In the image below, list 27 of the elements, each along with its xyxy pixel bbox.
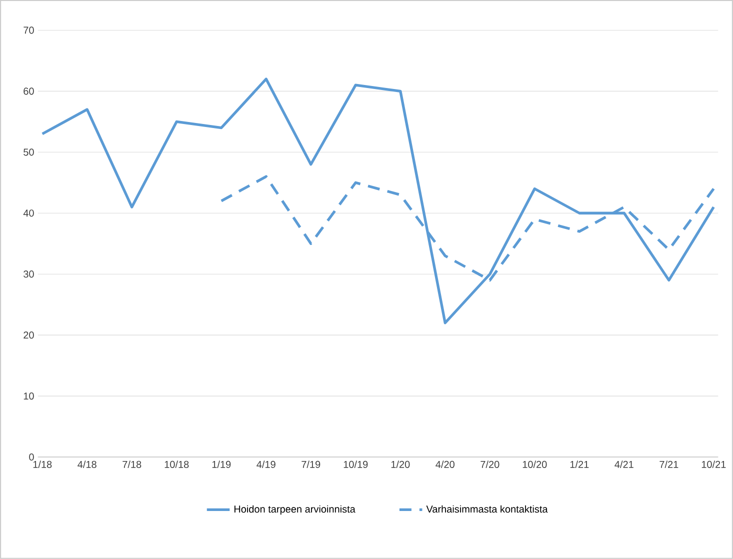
y-tick-label: 10 <box>24 392 34 400</box>
x-tick-label: 4/20 <box>436 460 454 468</box>
x-tick-label: 10/18 <box>164 460 189 468</box>
x-tick-label: 10/21 <box>702 460 726 468</box>
legend-label: Varhaisimmasta kontaktista <box>426 505 548 513</box>
x-tick-label: 1/21 <box>570 460 589 468</box>
y-tick-label: 70 <box>24 26 34 34</box>
x-tick-label: 4/18 <box>78 460 96 468</box>
x-tick-label: 4/21 <box>614 460 634 468</box>
x-tick-label: 7/18 <box>122 460 142 468</box>
legend-label: Hoidon tarpeen arvioinnista <box>234 505 356 515</box>
y-tick-label: 50 <box>24 148 34 156</box>
x-tick-label: 7/21 <box>660 460 678 468</box>
x-tick-label: 7/20 <box>480 460 500 468</box>
line-series <box>41 78 715 324</box>
x-tick-label: 10/20 <box>522 460 547 468</box>
x-tick-label: 1/18 <box>33 460 52 468</box>
x-tick-label: 4/19 <box>256 460 276 468</box>
x-tick-label: 10/19 <box>344 460 368 468</box>
y-tick-label: 40 <box>23 210 34 217</box>
y-tick-label: 60 <box>24 88 34 95</box>
x-tick-label: 1/19 <box>212 460 231 468</box>
y-tick-label: 30 <box>24 270 34 278</box>
y-tick-label: 20 <box>24 332 34 339</box>
x-tick-label: 1/20 <box>391 460 410 468</box>
y-tick-label: 0 <box>29 454 34 461</box>
x-tick-label: 7/19 <box>302 460 320 468</box>
